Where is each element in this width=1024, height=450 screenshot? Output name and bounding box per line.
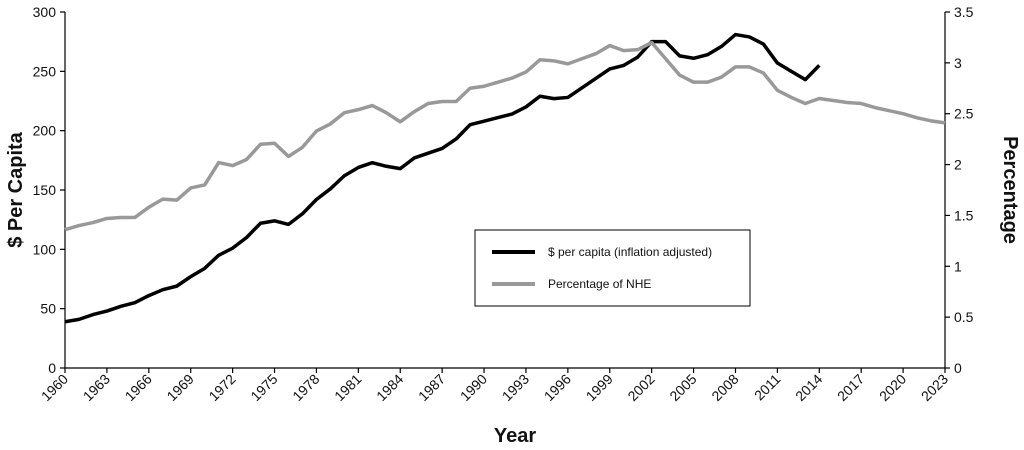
y2-tick-label: 1.5 xyxy=(954,207,974,223)
y2-tick-label: 3 xyxy=(954,55,962,71)
y-tick-label: 0 xyxy=(48,360,56,376)
y-tick-label: 250 xyxy=(33,63,57,79)
x-tick-label: 1966 xyxy=(122,371,155,404)
x-tick-label: 1987 xyxy=(415,371,448,404)
x-tick-label: 1969 xyxy=(163,371,196,404)
y2-tick-label: 2 xyxy=(954,157,962,173)
x-tick-label: 2008 xyxy=(708,371,741,404)
x-tick-label: 1996 xyxy=(541,371,574,404)
legend-label: Percentage of NHE xyxy=(548,277,651,291)
y-axis-label: $ Per Capita xyxy=(5,131,27,247)
y2-tick-label: 3.5 xyxy=(954,4,974,20)
y-tick-label: 100 xyxy=(33,241,57,257)
x-tick-label: 1993 xyxy=(499,371,532,404)
series-line xyxy=(64,40,946,232)
x-tick-label: 2020 xyxy=(876,371,909,404)
x-tick-label: 1990 xyxy=(457,371,490,404)
y2-tick-label: 0 xyxy=(954,360,962,376)
x-tick-label: 2014 xyxy=(792,371,825,404)
y2-tick-label: 1 xyxy=(954,258,962,274)
y-tick-label: 50 xyxy=(40,301,56,317)
y-tick-label: 200 xyxy=(33,123,57,139)
x-tick-label: 1978 xyxy=(289,371,322,404)
y2-tick-label: 2.5 xyxy=(954,106,974,122)
series-line xyxy=(64,32,821,324)
x-tick-label: 1960 xyxy=(38,371,71,404)
legend-label: $ per capita (inflation adjusted) xyxy=(548,245,712,259)
x-tick-label: 2017 xyxy=(834,371,867,404)
y2-tick-label: 0.5 xyxy=(954,309,974,325)
y-tick-label: 150 xyxy=(33,182,57,198)
x-axis-label: Year xyxy=(494,425,536,447)
x-tick-label: 2023 xyxy=(918,371,951,404)
x-tick-label: 1981 xyxy=(331,371,364,404)
x-tick-label: 1963 xyxy=(80,371,113,404)
legend-box xyxy=(474,229,751,307)
x-tick-label: 1984 xyxy=(373,371,406,404)
x-tick-label: 1975 xyxy=(247,371,280,404)
x-tick-label: 2005 xyxy=(666,371,699,404)
x-tick-label: 1972 xyxy=(205,371,238,404)
x-tick-label: 1999 xyxy=(583,371,616,404)
y2-axis-label: Percentage xyxy=(999,136,1021,244)
y-tick-label: 300 xyxy=(33,4,57,20)
x-tick-label: 2002 xyxy=(624,371,657,404)
x-tick-label: 2011 xyxy=(751,371,784,404)
